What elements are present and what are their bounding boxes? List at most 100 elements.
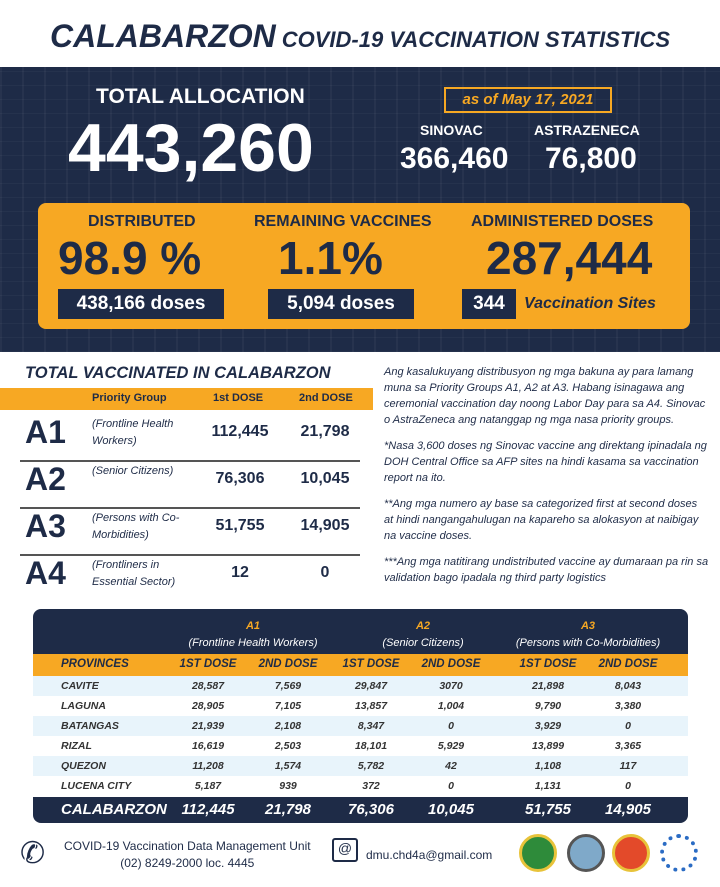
group-desc: (Frontliners in Essential Sector)	[92, 559, 176, 588]
header-2nd-dose: 2nd DOSE	[299, 392, 353, 404]
cell: 0	[625, 780, 631, 792]
group-header-a3: A3 (Persons with Co-Morbidities)	[498, 618, 678, 652]
cell: 1,108	[534, 760, 562, 772]
cell: 5,187	[194, 780, 222, 792]
sinovac-value: 366,460	[400, 142, 509, 175]
cell: 1,574	[274, 760, 302, 772]
as-of-date: as of May 17, 2021	[444, 87, 612, 113]
cell: 16,619	[191, 740, 225, 752]
table-row: LAGUNA 28,905 7,105 13,857 1,004 9,790 3,380	[33, 696, 688, 716]
group-code: A4	[25, 555, 66, 591]
cell: 1ST DOSE	[179, 658, 237, 670]
group-desc: (Senior Citizens)	[92, 465, 174, 477]
distributed-label: DISTRIBUTED	[88, 213, 196, 230]
cell: 5,782	[357, 760, 385, 772]
email-address[interactable]: dmu.chd4a@gmail.com	[366, 848, 493, 862]
note: *Nasa 3,600 doses ng Sinovac vaccine ang…	[384, 440, 707, 484]
priority-group-row: A1 (Frontline Health Workers) 112,445 21…	[0, 412, 360, 460]
cell: 2ND DOSE	[598, 658, 658, 670]
second-dose: 0	[320, 564, 330, 581]
first-dose: 51,755	[215, 517, 265, 534]
title-main: CALABARZON	[49, 18, 276, 54]
first-dose: 12	[231, 564, 249, 581]
cell: 3,380	[614, 700, 642, 712]
divider	[20, 554, 360, 556]
priority-group-row: A3 (Persons with Co-Morbidities) 51,755 …	[0, 506, 360, 554]
group-desc: (Senior Citizens)	[382, 637, 464, 649]
total-vaccinated-title: TOTAL VACCINATED IN CALABARZON	[25, 364, 331, 382]
astrazeneca-label: ASTRAZENECA	[534, 122, 640, 138]
cell: 9,790	[534, 700, 562, 712]
remaining-label: REMAINING VACCINES	[254, 213, 432, 230]
cell: 29,847	[354, 680, 388, 692]
sites-count: 344	[462, 289, 516, 319]
cell: 1ST DOSE	[519, 658, 577, 670]
cell: 21,898	[531, 680, 565, 692]
group-code: A1	[25, 414, 66, 450]
cell: 0	[448, 720, 454, 732]
cell: 21,939	[191, 720, 225, 732]
group-header-a1: A1 (Frontline Health Workers)	[173, 618, 333, 652]
group-code: A3	[580, 620, 596, 632]
total-allocation-value: 443,260	[68, 110, 314, 186]
group-code: A3	[25, 508, 66, 544]
second-dose: 10,045	[300, 470, 350, 487]
table-row: BATANGAS 21,939 2,108 8,347 0 3,929 0	[33, 716, 688, 736]
cell: 7,569	[274, 680, 302, 692]
cell: 3,365	[614, 740, 642, 752]
table-row: CAVITE 28,587 7,569 29,847 3070 21,898 8,043	[33, 676, 688, 696]
chd-logo	[567, 834, 605, 872]
group-code: A1	[245, 620, 261, 632]
column-header-row: PROVINCES 1ST DOSE 2ND DOSE 1ST DOSE 2ND DOS…	[33, 654, 688, 676]
cell: 42	[445, 760, 457, 772]
province-table: A1 (Frontline Health Workers) A2 (Senior C…	[33, 609, 688, 823]
contact-info: COVID-19 Vaccination Data Management Uni…	[64, 838, 311, 872]
cell: 2ND DOSE	[258, 658, 318, 670]
cell: 14,905	[605, 801, 651, 818]
cell: 76,306	[348, 801, 394, 818]
region-logo	[612, 834, 650, 872]
province-name: LUCENA CITY	[61, 780, 132, 792]
cell: 5,929	[437, 740, 465, 752]
cell: 13,899	[531, 740, 565, 752]
footer: ✆ COVID-19 Vaccination Data Management U…	[0, 832, 720, 887]
cell: 18,101	[354, 740, 388, 752]
cell: 7,105	[274, 700, 302, 712]
group-desc: (Frontline Health Workers)	[188, 637, 318, 649]
cell: 117	[619, 760, 637, 772]
cell: 0	[625, 720, 631, 732]
priority-header: Priority Group 1st DOSE 2nd DOSE	[0, 388, 373, 410]
header-1st-dose: 1st DOSE	[213, 392, 264, 404]
province-name: PROVINCES	[61, 658, 129, 670]
cell: 2,503	[274, 740, 302, 752]
table-row: LUCENA CITY 5,187 939 372 0 1,131 0	[33, 776, 688, 796]
cell: 112,445	[181, 801, 235, 818]
cell: 1,004	[437, 700, 465, 712]
phone-icon: ✆	[20, 837, 46, 870]
administered-label: ADMINISTERED DOSES	[471, 213, 654, 230]
email-icon: @	[332, 838, 358, 862]
province-name: RIZAL	[61, 740, 92, 752]
cell: 51,755	[525, 801, 571, 818]
group-desc: (Frontline Health Workers)	[92, 418, 174, 447]
divider	[20, 507, 360, 509]
note: **Ang mga numero ay base sa categorized …	[384, 498, 699, 542]
cell: 10,045	[428, 801, 474, 818]
notes: Ang kasalukuyang distribusyon ng mga bak…	[384, 364, 709, 596]
cell: 1,131	[534, 780, 562, 792]
doh-seal-logo	[519, 834, 557, 872]
cell: 0	[448, 780, 454, 792]
phone-number: (02) 8249-2000 loc. 4445	[120, 856, 255, 870]
cell: 1ST DOSE	[342, 658, 400, 670]
group-header-a2: A2 (Senior Citizens)	[353, 618, 493, 652]
unit-name: COVID-19 Vaccination Data Management Uni…	[64, 839, 311, 853]
group-desc: (Persons with Co-Morbidities)	[92, 512, 180, 541]
cell: 8,347	[357, 720, 385, 732]
cell: 8,043	[614, 680, 642, 692]
first-dose: 112,445	[211, 423, 269, 440]
remaining-pct: 1.1%	[278, 232, 383, 284]
distributed-pct: 98.9 %	[58, 232, 202, 284]
total-row: CALABARZON 112,445 21,798 76,306 10,045 51,75…	[33, 797, 688, 823]
administered-value: 287,444	[486, 232, 653, 284]
cell: 13,857	[354, 700, 388, 712]
